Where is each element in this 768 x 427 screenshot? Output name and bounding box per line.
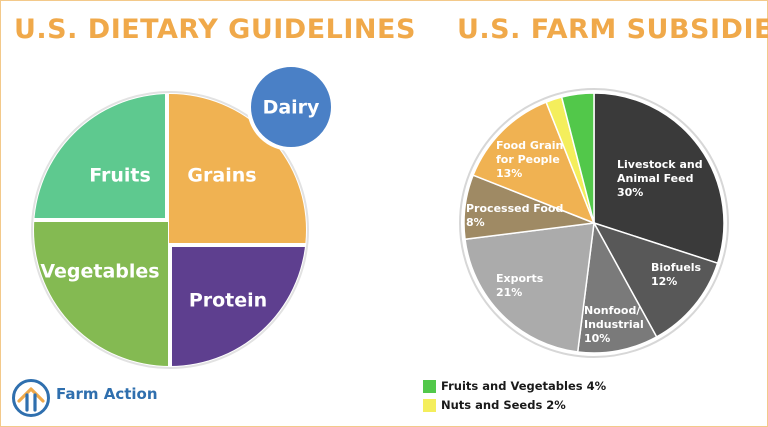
- legend-item-fruits-vegetables: Fruits and Vegetables 4%: [423, 379, 606, 393]
- legend-label: Fruits and Vegetables 4%: [441, 379, 607, 393]
- farm-action-logo-icon: [12, 379, 50, 417]
- pie-slice-fruits-and-vegetables: [560, 92, 595, 224]
- pie-label-processed-food-pct: 8%: [466, 216, 485, 229]
- dairy-label: Dairy: [263, 97, 320, 119]
- dairy-circle: [247, 63, 335, 151]
- dietary-guidelines-title: U.S. DIETARY GUIDELINES: [14, 14, 416, 45]
- pie-label-exports-pct: 21%: [496, 286, 522, 299]
- legend-swatch: [423, 398, 436, 412]
- pie-label-biofuels-line: Biofuels: [651, 261, 702, 274]
- plate-label-vegetables: Vegetables: [40, 261, 159, 283]
- farm-subsidies-title: U.S. FARM SUBSIDIES: [457, 14, 768, 45]
- pie-label-livestock-and-animal-feed-pct: 30%: [617, 186, 643, 199]
- legend-item-nuts-seeds: Nuts and Seeds 2%: [423, 398, 566, 412]
- pie-label-nonfood-industrial-pct: 10%: [584, 332, 610, 345]
- pie-slice-exports: [464, 222, 595, 353]
- pie-slice-nonfood-industrial: [576, 220, 658, 354]
- brand-name: Farm Action: [56, 385, 158, 403]
- pie-label-nonfood-industrial-line: Nonfood/: [584, 304, 641, 317]
- plate-label-fruits: Fruits: [89, 165, 151, 187]
- legend-swatch: [423, 379, 436, 393]
- pie-label-livestock-and-animal-feed-line: Animal Feed: [617, 172, 693, 185]
- pie-slice-biofuels: [592, 221, 719, 338]
- pie-label-food-grain-for-people-pct: 13%: [496, 167, 522, 180]
- pie-label-nonfood-industrial-line: Industrial: [584, 318, 644, 331]
- plate-label-grains: Grains: [187, 165, 256, 187]
- pie-slice-livestock-and-animal-feed: [593, 92, 725, 265]
- pie-slice-food-grain-for-people: [472, 101, 596, 225]
- pie-label-food-grain-for-people-line: for People: [496, 153, 560, 166]
- pie-label-biofuels-pct: 12%: [651, 275, 677, 288]
- legend-label: Nuts and Seeds 2%: [441, 398, 566, 412]
- plate-label-protein: Protein: [189, 290, 267, 312]
- pie-label-exports-line: Exports: [496, 272, 544, 285]
- pie-label-livestock-and-animal-feed-line: Livestock and: [617, 158, 703, 171]
- pie-label-processed-food-line: Processed Food: [466, 202, 563, 215]
- pie-label-food-grain-for-people-line: Food Grain: [496, 139, 563, 152]
